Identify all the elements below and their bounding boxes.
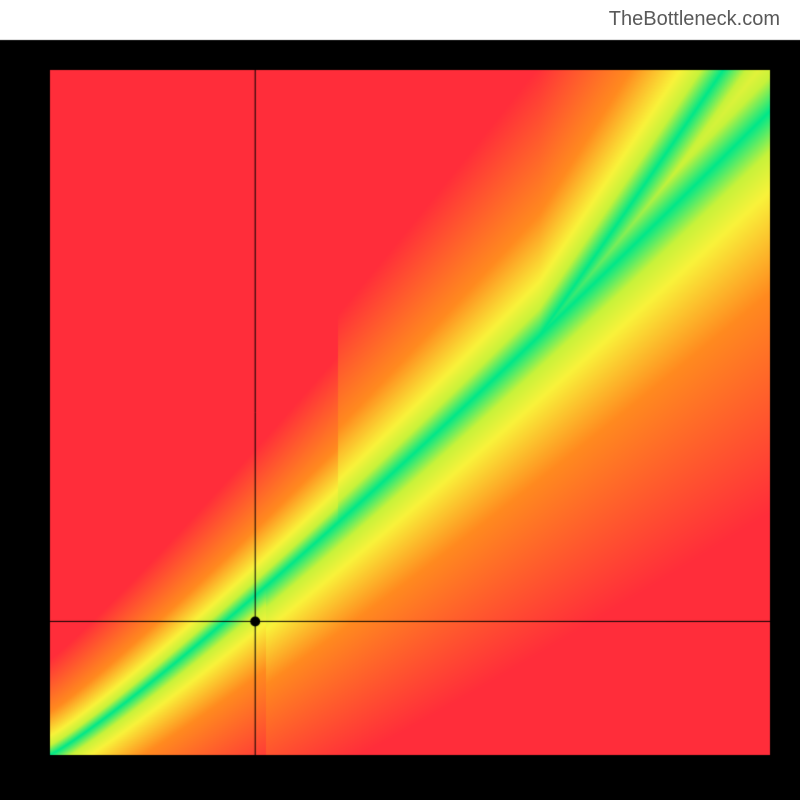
chart-container: TheBottleneck.com: [0, 0, 800, 800]
attribution-label: TheBottleneck.com: [609, 8, 780, 31]
bottleneck-heatmap: [0, 0, 800, 800]
